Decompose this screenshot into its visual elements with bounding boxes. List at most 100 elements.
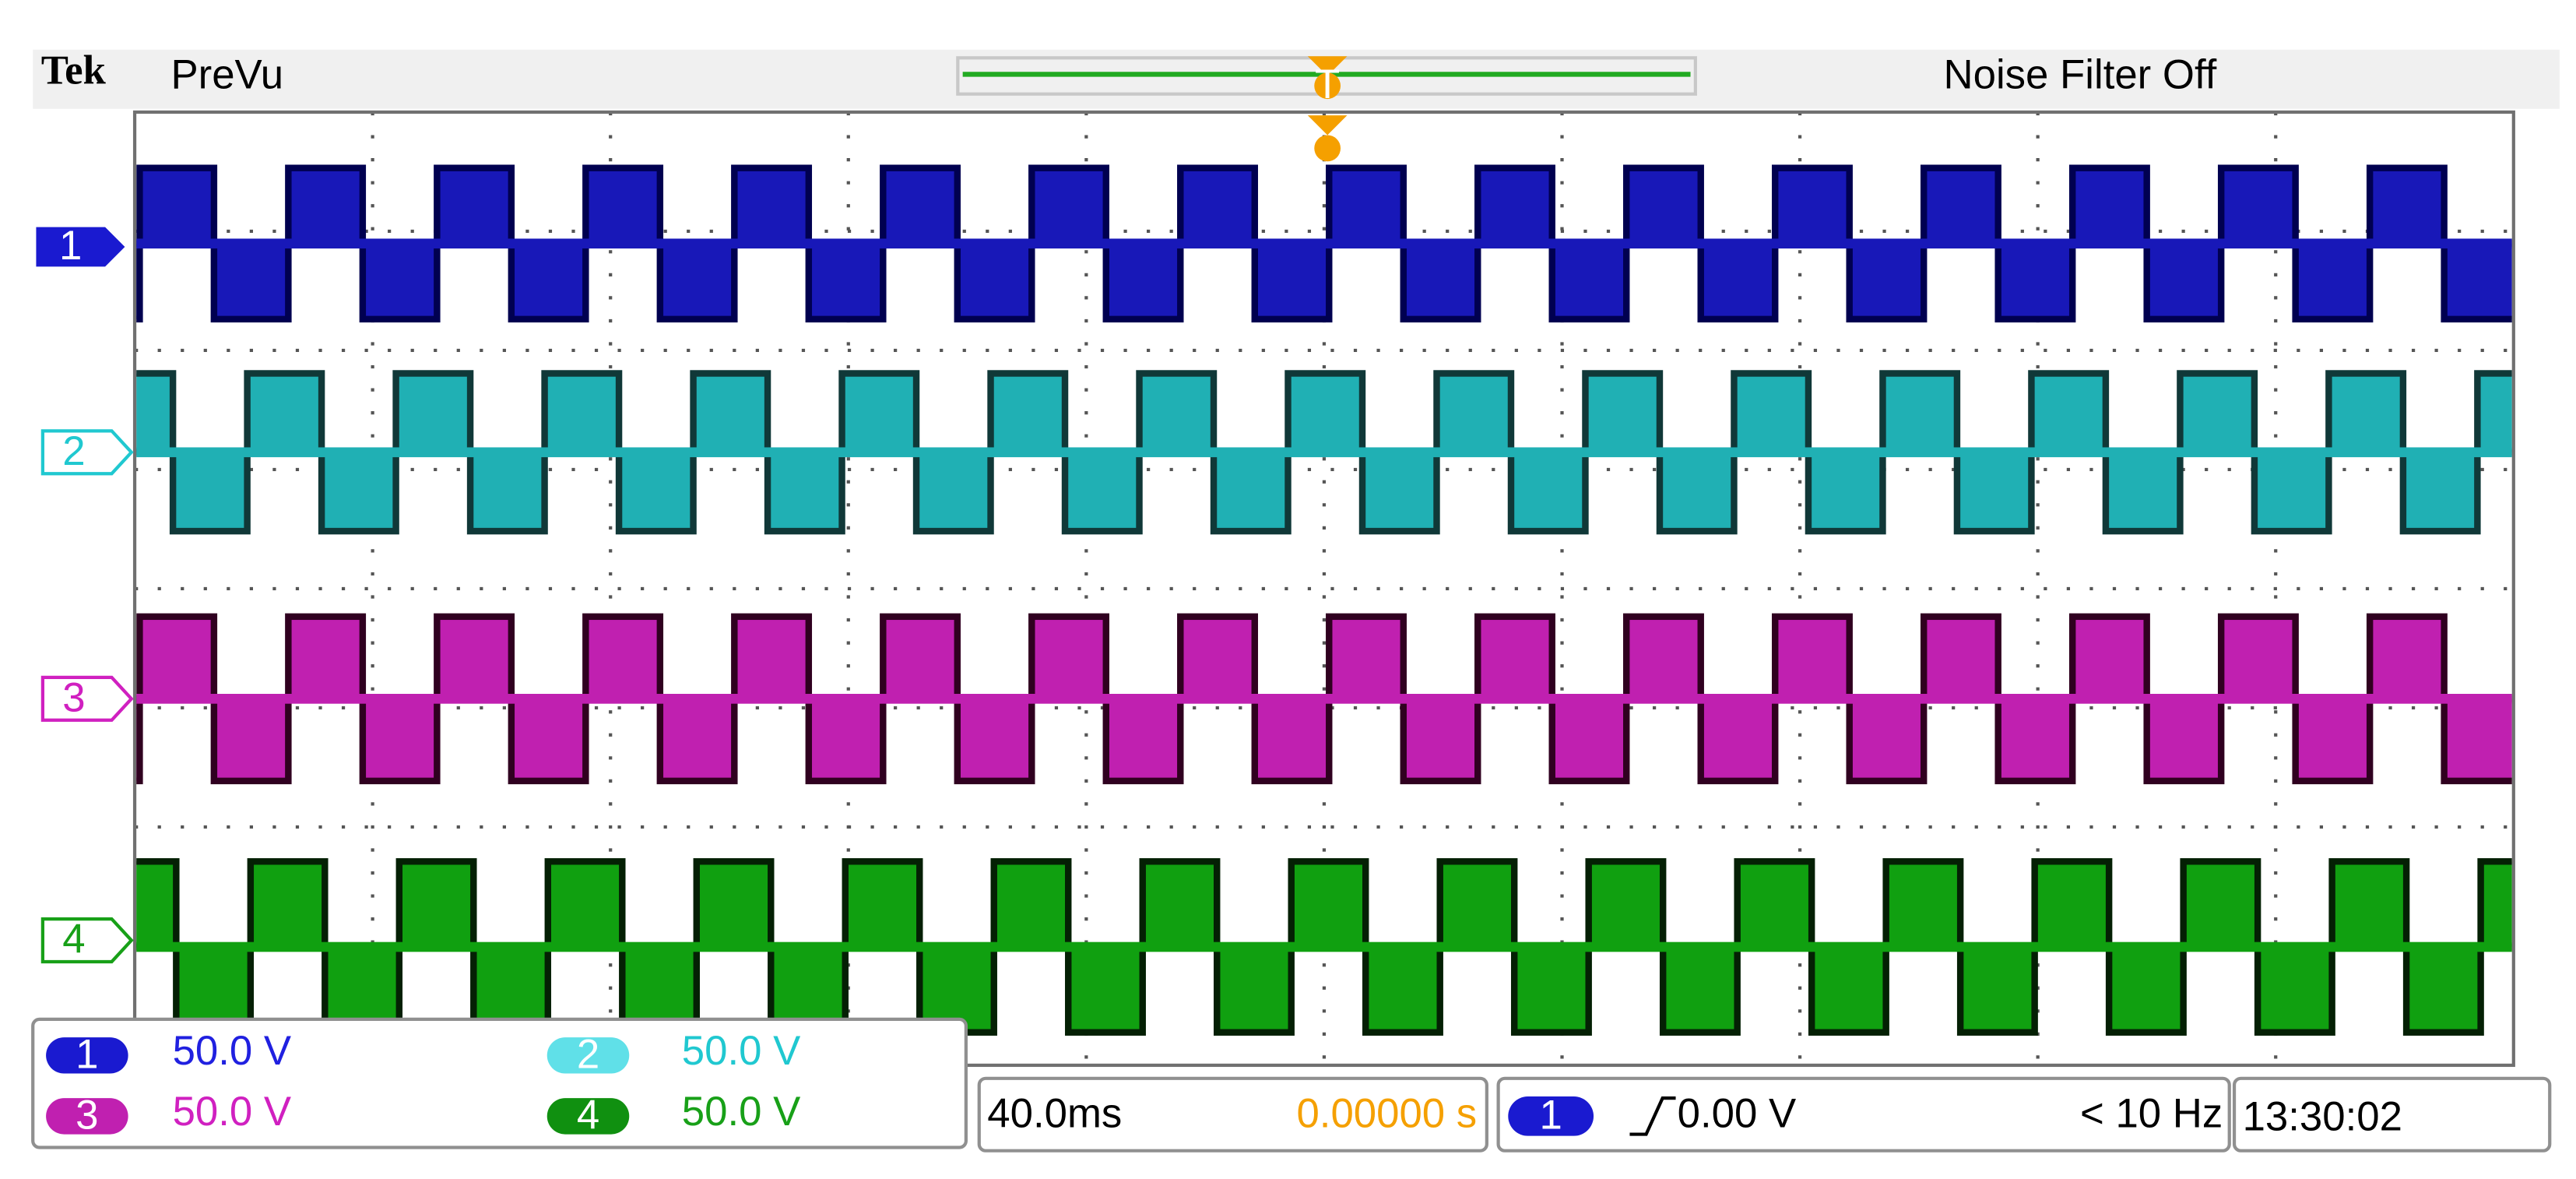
waveform-segment: [541, 370, 623, 456]
waveform-segment: [1028, 613, 1110, 702]
channel-marker: [40, 675, 134, 722]
waveform-segment: [2477, 858, 2512, 951]
waveform-segment: [1771, 164, 1853, 247]
waveform-segment: [1846, 695, 1928, 785]
waveform-segment: [1177, 613, 1258, 702]
waveform-segment: [434, 613, 515, 702]
waveform-segment: [1734, 858, 1815, 951]
waveform-segment: [136, 613, 218, 702]
waveform-segment: [2325, 370, 2407, 456]
waveform-segment: [582, 164, 664, 247]
clock-panel: [2232, 1076, 2552, 1153]
waveform-segment: [1251, 240, 1333, 323]
waveform-segment: [1139, 858, 1221, 951]
waveform-segment: [1028, 164, 1110, 247]
waveform-segment: [285, 613, 367, 702]
waveform-segment: [1585, 858, 1667, 951]
channel-badge[interactable]: [546, 1098, 630, 1135]
waveform-segment: [1771, 613, 1853, 702]
waveform-segment: [392, 370, 474, 456]
trigger-position-marker: [1314, 72, 1341, 100]
waveform-segment: [1879, 370, 1961, 456]
waveform-segment: [2105, 943, 2187, 1036]
waveform-segment: [1288, 858, 1369, 951]
waveform-segment: [1582, 370, 1664, 456]
waveform-segment: [2180, 858, 2261, 951]
waveform-segment: [1436, 858, 1518, 951]
channel-badge[interactable]: [46, 1098, 128, 1135]
trigger-slope-icon: [1629, 1096, 1676, 1136]
waveform-segment: [2102, 449, 2184, 535]
waveform-segment: [1061, 449, 1143, 535]
waveform-segment: [285, 164, 367, 247]
waveform-segment: [1210, 449, 1292, 535]
waveform-segment: [1920, 164, 2001, 247]
waveform-segment: [136, 164, 218, 247]
waveform-segment: [880, 613, 961, 702]
waveform-segment: [1656, 449, 1738, 535]
waveform-segment: [2068, 164, 2150, 247]
noise-filter-status: Noise Filter Off: [1944, 52, 2217, 98]
channel-badge-label: 3: [76, 1092, 98, 1138]
waveform-segment: [764, 449, 845, 535]
waveform-segment: [2217, 613, 2299, 702]
channel-markers: 1 2 3 4: [36, 223, 134, 964]
trigger-point-marker: [1307, 115, 1348, 135]
acquisition-mode: PreVu: [170, 52, 283, 98]
waveform-segment: [136, 695, 143, 785]
trigger-source: 1: [1539, 1092, 1562, 1138]
channel-scale: 50.0 V: [173, 1028, 292, 1074]
waveform-baseline: [136, 941, 2512, 952]
waveform-segment: [1697, 240, 1779, 323]
waveform-segment: [805, 695, 887, 785]
waveform-segment: [1994, 695, 2076, 785]
waveform-segment: [1882, 858, 1964, 951]
clock: 13:30:02: [2243, 1094, 2402, 1140]
waveform-segment: [136, 370, 177, 456]
waveform-segment: [880, 164, 961, 247]
waveform-segment: [1474, 613, 1555, 702]
waveform-segment: [2068, 613, 2150, 702]
waveform-segment: [1846, 240, 1928, 323]
waveform-segment: [1956, 943, 2038, 1036]
waveform-baseline: [136, 694, 2512, 704]
channel-marker-label: 1: [59, 223, 82, 269]
waveform-segment: [656, 695, 738, 785]
waveform-segment: [2366, 164, 2448, 247]
waveform-segment: [731, 613, 813, 702]
waveform-segment: [1433, 370, 1515, 456]
waveforms: [136, 164, 2512, 1036]
waveform-segment: [2028, 370, 2110, 456]
waveform-segment: [1326, 613, 1407, 702]
waveform-segment: [1697, 695, 1779, 785]
waveform-segment: [1808, 943, 1889, 1036]
waveform-segment: [1994, 240, 2076, 323]
waveform-segment: [2474, 370, 2512, 456]
waveform-segment: [693, 858, 775, 951]
waveform-segment: [2441, 695, 2512, 785]
waveform-segment: [2292, 695, 2374, 785]
waveform-segment: [2254, 943, 2335, 1036]
waveform-segment: [1177, 164, 1258, 247]
waveform-segment: [954, 240, 1035, 323]
waveform-segment: [2402, 943, 2484, 1036]
waveform-segment: [731, 164, 813, 247]
waveform-segment: [1805, 449, 1886, 535]
trigger-panel[interactable]: [1496, 1076, 2231, 1153]
timebase-panel[interactable]: [977, 1076, 1488, 1153]
channel-scale-panel: [31, 1017, 968, 1149]
trigger-frequency: < 10 Hz: [2080, 1090, 2223, 1136]
waveform-segment: [1102, 695, 1184, 785]
waveform-segment: [987, 370, 1069, 456]
trigger-level: 0.00 V: [1678, 1090, 1797, 1136]
channel-badge[interactable]: [46, 1037, 128, 1074]
waveform-segment: [1920, 613, 2001, 702]
waveform-segment: [395, 858, 477, 951]
channel-badge[interactable]: [546, 1037, 630, 1074]
graticule-border: [132, 110, 2515, 1068]
waveform-segment: [805, 240, 887, 323]
trigger-source-badge: [1508, 1096, 1594, 1136]
waveform-segment: [1623, 164, 1704, 247]
waveform-segment: [1731, 370, 1812, 456]
